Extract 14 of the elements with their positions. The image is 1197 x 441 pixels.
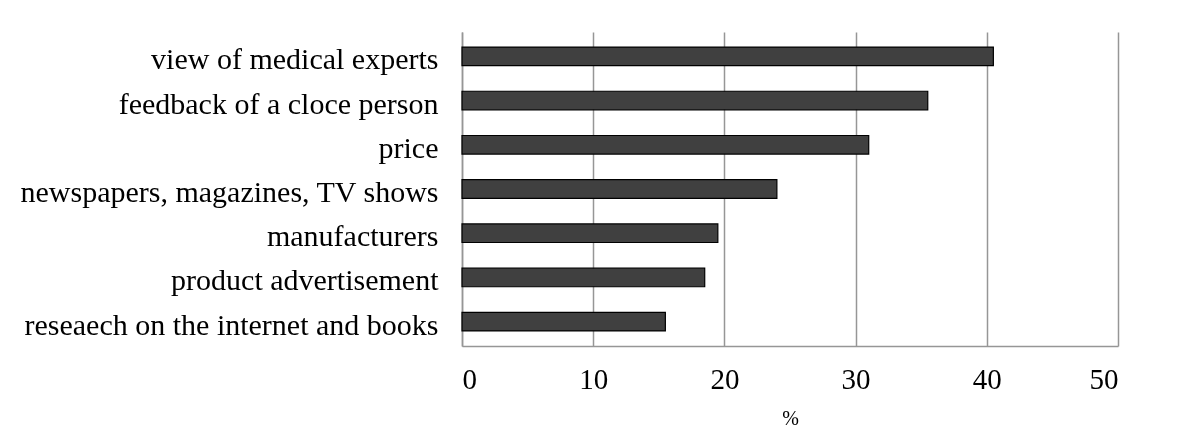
x-axis-title: % [782,406,799,429]
y-tick-label: product advertisement [171,263,440,297]
x-tick-label: 30 [841,362,871,395]
y-tick-label: feedback of a cloce person [118,86,439,120]
y-tick-label: view of medical experts [151,42,439,76]
y-tick-label: newspapers, magazines, TV shows [20,175,439,208]
x-tick-label: 0 [462,362,477,395]
y-tick-label: price [378,130,439,164]
x-tick-label: 10 [579,362,609,395]
y-tick-label: reseaech on the internet and books [24,307,439,341]
x-tick-label: 40 [972,362,1002,395]
x-tick-label: 20 [710,362,740,395]
x-tick-label: 50 [1089,362,1119,395]
y-tick-label: manufacturers [266,219,439,253]
